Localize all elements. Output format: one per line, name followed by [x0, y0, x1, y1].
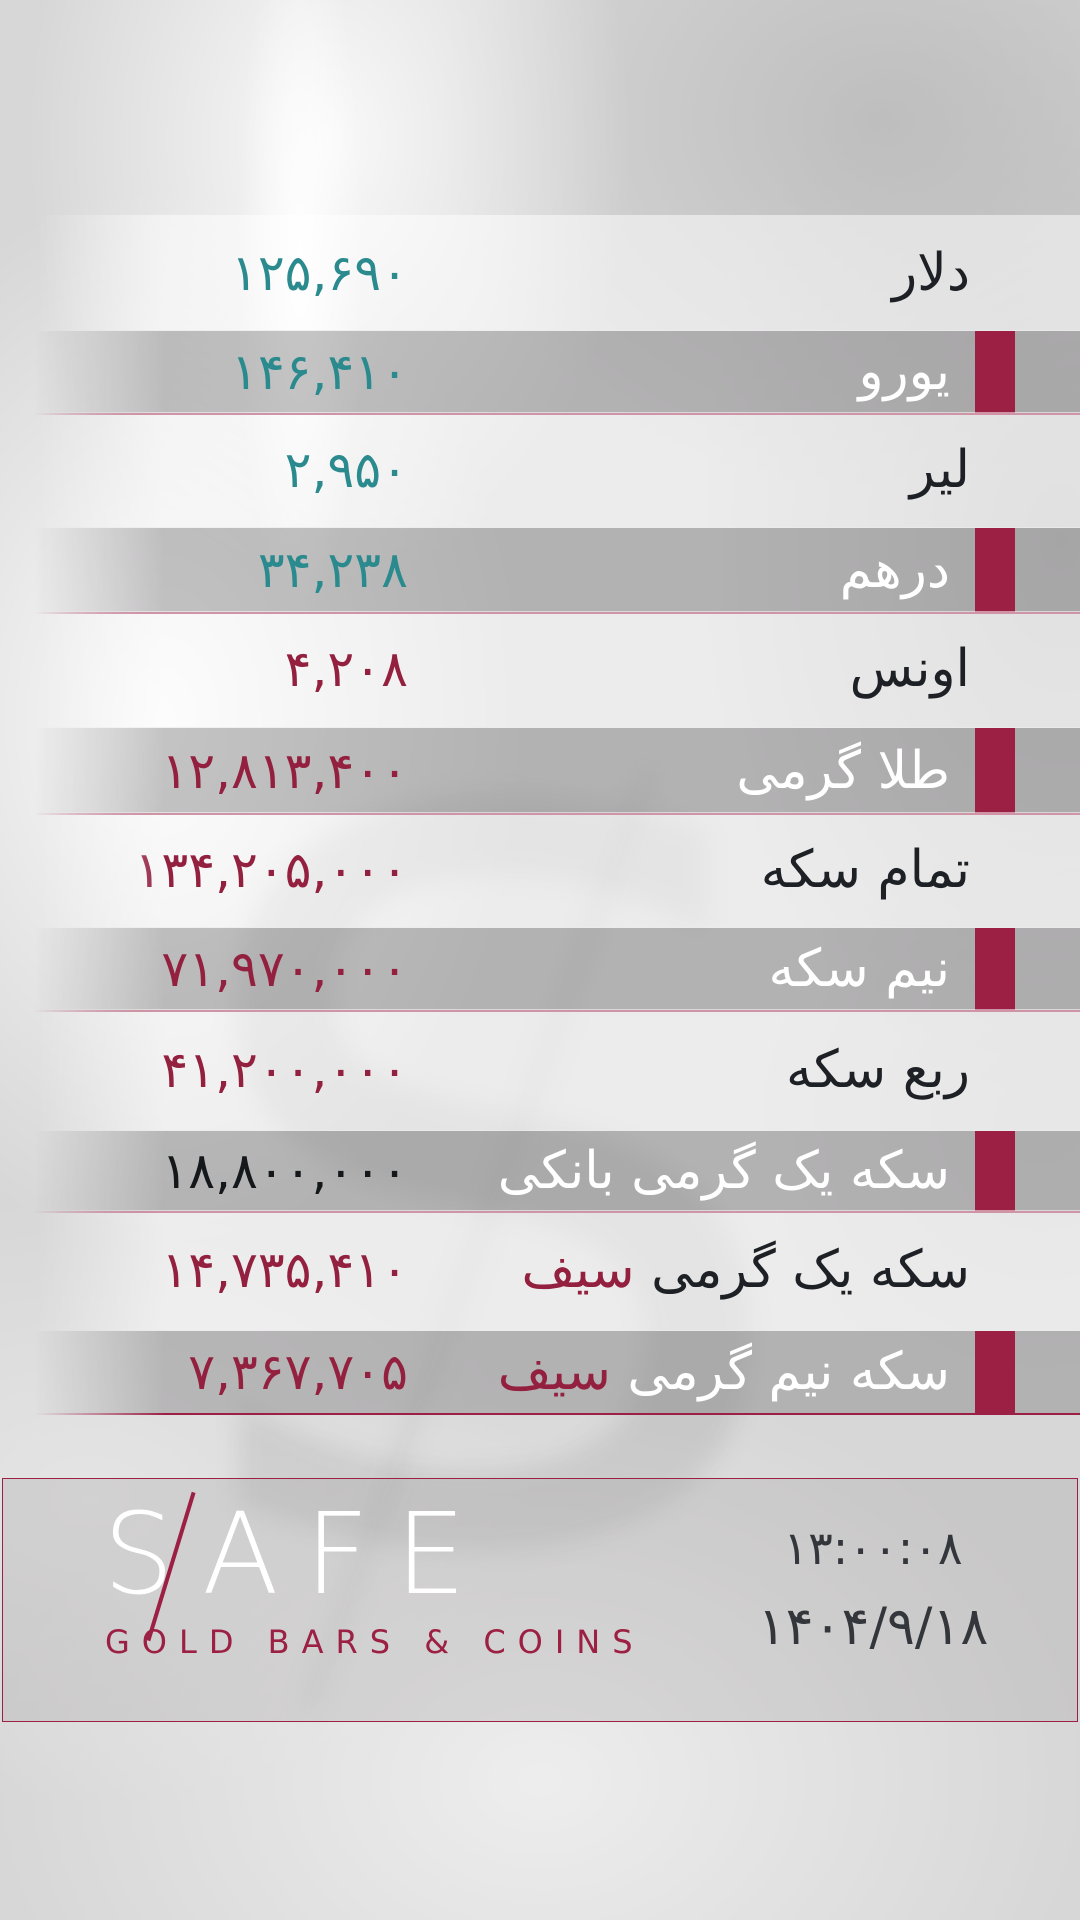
row-value: ۱۲,۸۱۳,۴۰۰ — [161, 741, 408, 800]
row-label: تمام سکه — [760, 839, 970, 900]
price-row-1g-safe-coin: سکه یک گرمی سیف ۱۴,۷۳۵,۴۱۰ — [0, 1210, 1080, 1330]
row-value: ۴,۲۰۸ — [284, 640, 408, 698]
price-row-dirham: درهم ۳۴,۲۳۸ — [0, 527, 1080, 614]
row-value: ۷۱,۹۷۰,۰۰۰ — [161, 940, 408, 998]
row-label: لیر — [909, 439, 970, 500]
price-row-dollar: دلار ۱۲۵,۶۹۰ — [0, 215, 1080, 330]
row-label: سکه یک گرمی سیف — [521, 1240, 970, 1300]
price-row-1g-bank-coin: سکه یک گرمی بانکی ۱۸,۸۰۰,۰۰۰ — [0, 1130, 1080, 1213]
row-label: طلا گرمی — [736, 740, 950, 801]
price-row-gold-gram: طلا گرمی ۱۲,۸۱۳,۴۰۰ — [0, 727, 1080, 815]
date-display: ۱۴۰۴/۹/۱۸ — [757, 1597, 989, 1657]
row-value: ۱۴,۷۳۵,۴۱۰ — [161, 1241, 408, 1299]
row-label: نیم سکه — [768, 939, 950, 999]
price-row-halfgram-safe-coin: سکه نیم گرمی سیف ۷,۳۶۷,۷۰۵ — [0, 1330, 1080, 1415]
row-value: ۱۳۴,۲۰۵,۰۰۰ — [134, 840, 409, 899]
row-label: دلار — [892, 242, 970, 303]
price-row-lira: لیر ۲,۹۵۰ — [0, 412, 1080, 527]
row-value: ۷,۳۶۷,۷۰۵ — [188, 1343, 408, 1401]
accent-block — [975, 1331, 1015, 1413]
accent-block — [975, 928, 1015, 1010]
row-value: ۱۲۵,۶۹۰ — [230, 243, 408, 302]
row-value: ۳۴,۲۳۸ — [257, 541, 408, 599]
row-label: سکه یک گرمی بانکی — [497, 1141, 950, 1201]
price-row-quarter-coin: ربع سکه ۴۱,۲۰۰,۰۰۰ — [0, 1009, 1080, 1130]
price-row-half-coin: نیم سکه ۷۱,۹۷۰,۰۰۰ — [0, 927, 1080, 1012]
footer-bar: SAFE GOLD BARS & COINS ۱۳:۰۰:۰۸ ۱۴۰۴/۹/۱… — [2, 1478, 1078, 1722]
label-highlight: سیف — [497, 1342, 611, 1402]
price-row-ounce: اونس ۴,۲۰۸ — [0, 611, 1080, 727]
row-value: ۱۴۶,۴۱۰ — [230, 343, 408, 401]
price-row-full-coin: تمام سکه ۱۳۴,۲۰۵,۰۰۰ — [0, 812, 1080, 927]
accent-block — [975, 1131, 1015, 1211]
time-display: ۱۳:۰۰:۰۸ — [783, 1521, 963, 1575]
row-label: یورو — [858, 342, 950, 402]
row-label: سکه نیم گرمی سیف — [497, 1342, 950, 1402]
brand-tagline: GOLD BARS & COINS — [105, 1623, 645, 1661]
price-row-euro: یورو ۱۴۶,۴۱۰ — [0, 330, 1080, 415]
row-label: ربع سکه — [786, 1039, 970, 1100]
row-value: ۲,۹۵۰ — [284, 440, 408, 499]
label-highlight: سیف — [521, 1240, 635, 1300]
accent-block — [975, 528, 1015, 612]
accent-block — [975, 728, 1015, 813]
accent-block — [975, 331, 1015, 413]
row-value: ۴۱,۲۰۰,۰۰۰ — [161, 1040, 408, 1099]
row-label: درهم — [839, 540, 950, 600]
row-label: اونس — [849, 639, 970, 699]
row-value: ۱۸,۸۰۰,۰۰۰ — [161, 1142, 408, 1200]
